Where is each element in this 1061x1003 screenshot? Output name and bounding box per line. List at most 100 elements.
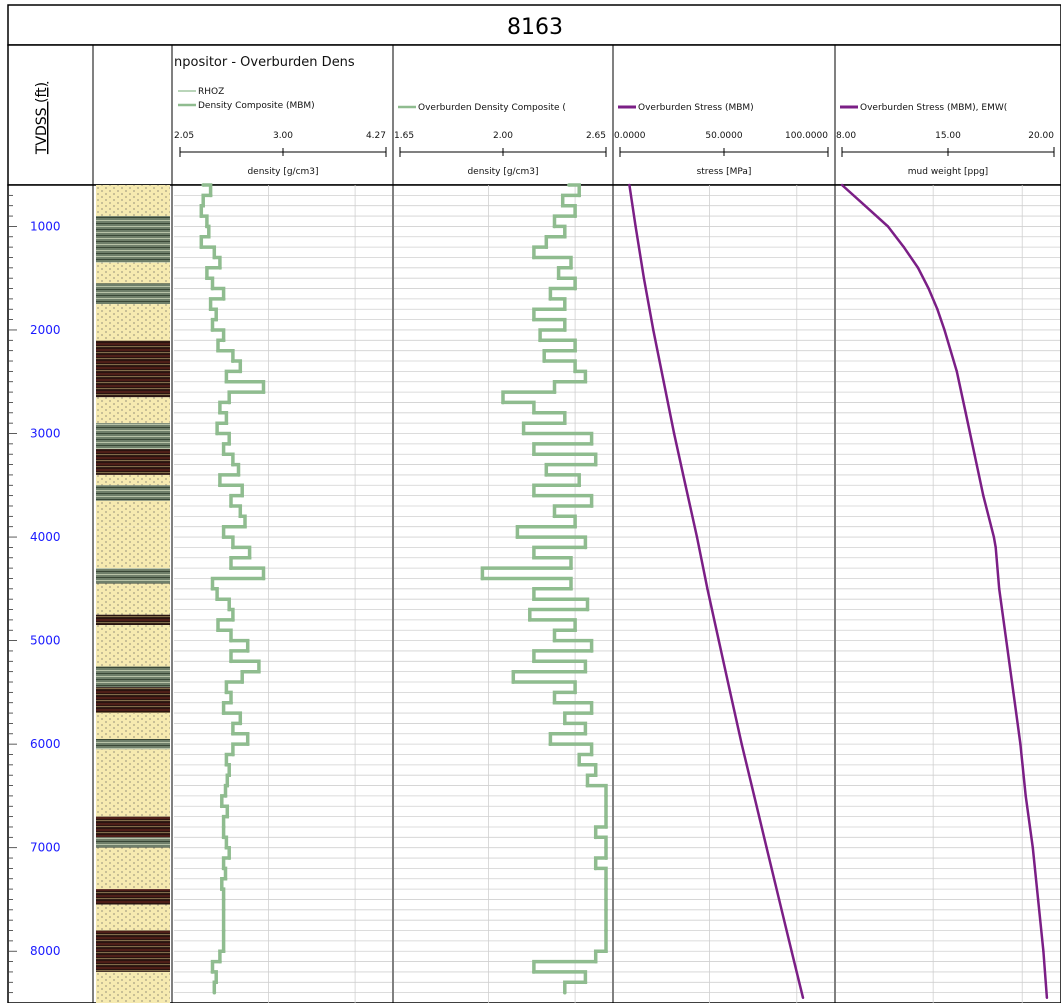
data-point <box>695 535 699 539</box>
data-point <box>604 949 608 954</box>
data-point <box>224 763 229 767</box>
litho-unit-sand <box>96 713 170 739</box>
litho-unit-shale <box>96 423 170 450</box>
data-point <box>224 421 229 425</box>
data-point <box>801 996 805 1000</box>
data-point <box>229 566 233 570</box>
tracks <box>174 183 1060 1003</box>
litho-unit-coal <box>96 930 170 972</box>
data-point <box>218 410 222 415</box>
data-point <box>532 659 536 664</box>
data-point <box>532 493 536 498</box>
data-point <box>1042 950 1045 953</box>
data-point <box>662 380 665 383</box>
data-point <box>231 752 235 757</box>
data-point <box>1031 846 1035 849</box>
data-point <box>573 524 577 529</box>
data-point <box>573 369 577 374</box>
data-point <box>532 317 536 322</box>
litho-unit-sand <box>96 397 170 424</box>
data-point <box>593 835 598 840</box>
litho-unit-coal <box>96 889 170 905</box>
legend-entry: Overburden Stress (MBM), EMW( <box>860 103 1007 113</box>
data-point <box>532 452 536 457</box>
data-point <box>221 928 226 933</box>
data-point <box>221 825 226 829</box>
data-point <box>604 804 608 809</box>
data-point <box>886 225 890 228</box>
depth-tick-label: 8000 <box>30 944 61 958</box>
scale-label: 3.00 <box>273 131 293 141</box>
data-point <box>573 690 577 695</box>
litho-unit-coal <box>96 816 170 838</box>
data-point <box>1036 898 1040 901</box>
litho-unit-sand <box>96 185 170 217</box>
data-point <box>593 773 598 778</box>
litho-unit-shale <box>96 666 170 688</box>
depth-tick-label: 2000 <box>30 323 61 337</box>
scale-label: 15.00 <box>935 131 961 141</box>
data-point <box>210 328 215 332</box>
data-point <box>544 473 549 477</box>
data-point <box>216 628 220 633</box>
data-point <box>221 897 226 902</box>
data-point <box>231 731 235 736</box>
data-point <box>589 442 594 446</box>
data-point <box>706 587 709 591</box>
data-point <box>628 183 631 187</box>
scale-label: 8.00 <box>836 131 856 141</box>
track-body-2 <box>394 183 612 1003</box>
data-point <box>229 700 233 705</box>
data-point <box>199 245 204 249</box>
litho-unit-coal <box>96 614 170 626</box>
litho-unit-coal <box>96 449 170 475</box>
data-point <box>998 587 1001 591</box>
data-point <box>604 928 608 933</box>
data-point <box>642 276 646 280</box>
data-point <box>212 990 217 995</box>
litho-unit-sand <box>96 749 170 817</box>
track-axis-label: stress [MPa] <box>697 167 752 177</box>
data-point <box>231 462 235 467</box>
data-point <box>1012 691 1015 694</box>
data-point <box>573 286 577 291</box>
data-point <box>257 669 261 674</box>
scale-label: 2.65 <box>586 131 606 141</box>
litho-unit-shale <box>96 568 170 584</box>
depth-tick-label: 4000 <box>30 530 61 544</box>
legend-entry: Density Composite (MBM) <box>198 101 315 111</box>
data-point <box>231 359 235 363</box>
litho-unit-sand <box>96 474 170 486</box>
data-point <box>219 804 224 809</box>
data-point <box>229 659 233 664</box>
data-point <box>238 721 243 726</box>
data-point <box>1005 639 1008 642</box>
data-point <box>240 680 244 684</box>
data-point <box>236 473 241 477</box>
litho-unit-shale <box>96 216 170 263</box>
data-point <box>224 379 229 384</box>
track-axis-label: mud weight [ppg] <box>908 167 988 177</box>
data-point <box>583 545 588 550</box>
track-header-1: npositor - Overburden Dens RHOZ Density Co… <box>174 55 387 177</box>
depth-axis: 1000 2000 3000 4000 5000 6000 7000 8000 <box>9 194 61 994</box>
data-point <box>215 431 219 436</box>
data-point <box>261 390 266 394</box>
scale-label: 2.05 <box>174 131 194 141</box>
data-point <box>973 453 976 456</box>
litho-unit-shale <box>96 485 170 501</box>
data-point <box>199 214 204 218</box>
data-point <box>201 183 205 187</box>
data-point <box>955 370 959 373</box>
data-point <box>480 576 485 581</box>
data-point <box>227 856 231 860</box>
scale-label: 50.0000 <box>705 131 742 141</box>
legend-entry: Overburden Stress (MBM) <box>638 103 754 113</box>
data-point <box>216 348 220 353</box>
data-point <box>569 587 573 591</box>
litho-unit-shale <box>96 738 170 750</box>
depth-tick-label: 3000 <box>30 427 61 441</box>
data-point <box>604 845 608 850</box>
data-point <box>567 183 571 187</box>
